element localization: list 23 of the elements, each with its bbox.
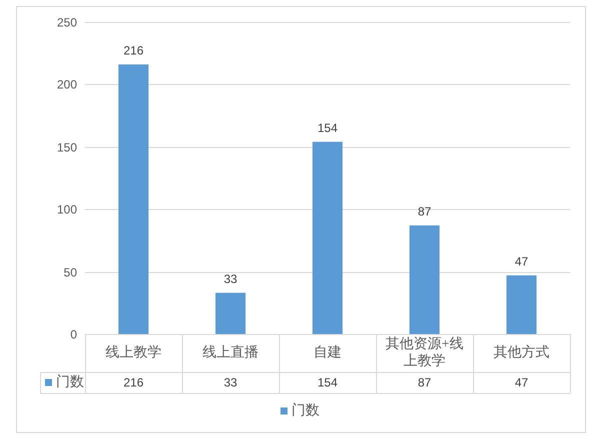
- data-label: 216: [123, 43, 144, 58]
- table-series-name: 门数: [56, 375, 84, 390]
- y-tick-label: 100: [56, 202, 77, 216]
- table-value: 216: [123, 376, 144, 390]
- y-tick-label: 200: [56, 78, 77, 92]
- x-tick-label: 自建: [314, 346, 342, 360]
- x-tick-label: 其他方式: [494, 346, 550, 360]
- y-tick-label: 50: [64, 266, 77, 280]
- x-tick-label: 线上教学: [106, 346, 162, 360]
- table-value: 87: [418, 376, 432, 390]
- data-label: 47: [514, 254, 528, 268]
- table-value: 154: [317, 376, 338, 390]
- y-tick-label: 0: [70, 328, 77, 342]
- x-tick-label: 线上直播: [202, 346, 258, 360]
- data-label: 154: [317, 120, 338, 135]
- table-value: 47: [514, 376, 528, 390]
- x-tick-label: 其他资源+线上教学: [386, 337, 464, 369]
- y-tick-label: 250: [56, 16, 77, 30]
- y-tick-label: 150: [56, 140, 77, 154]
- data-label: 87: [418, 204, 432, 218]
- table-value: 33: [224, 376, 238, 390]
- data-label: 33: [224, 272, 238, 286]
- legend-label: 门数: [292, 404, 320, 418]
